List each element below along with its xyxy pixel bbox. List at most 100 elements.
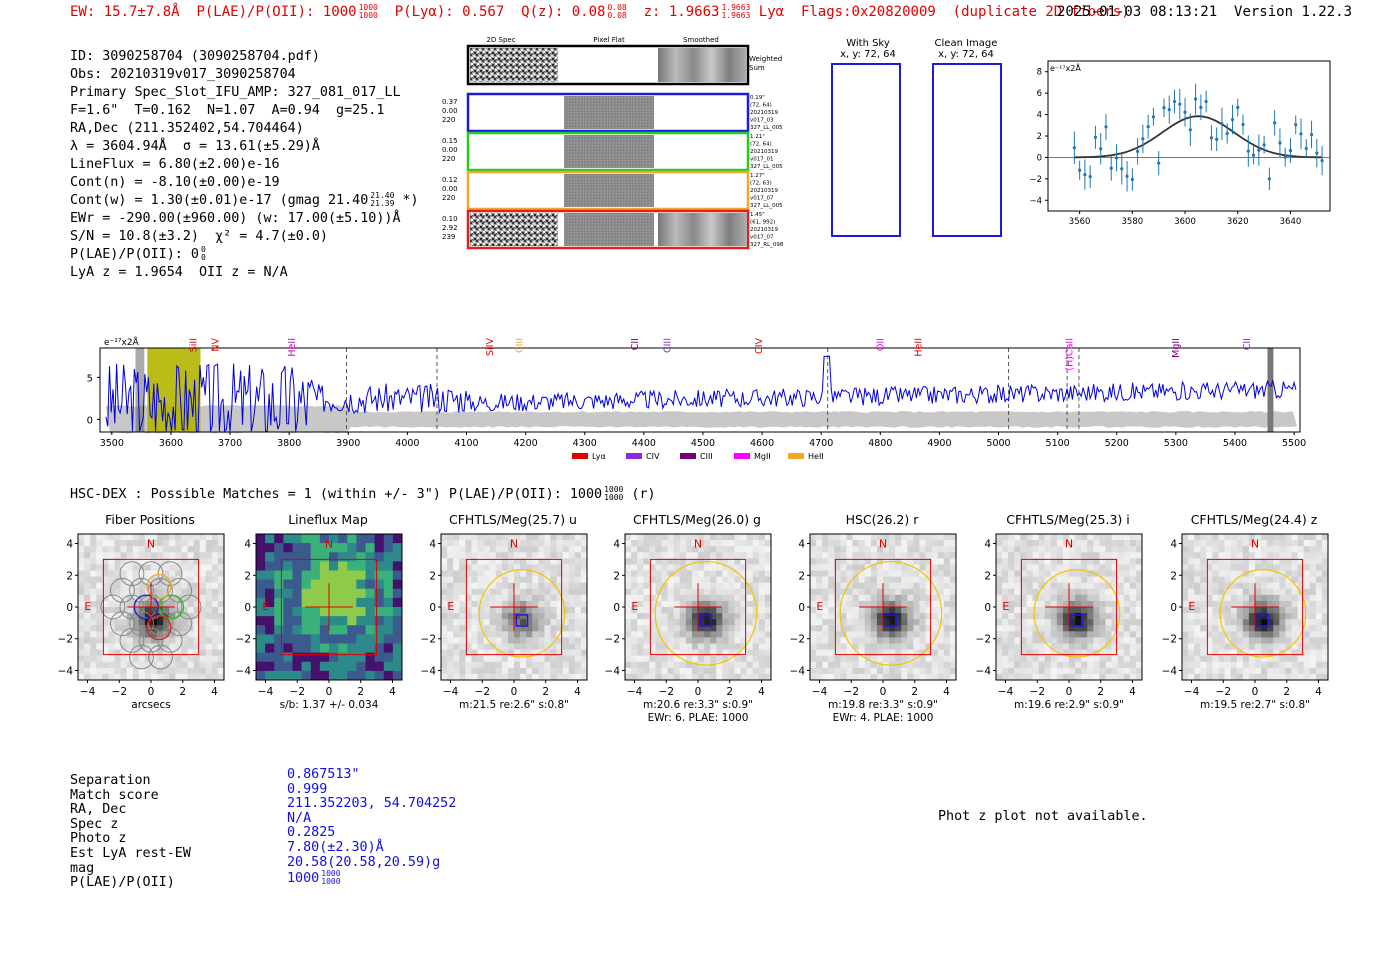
fit-data-point [1099,132,1103,165]
match-value: 1000 1000 1000 [287,869,341,887]
header-ew: EW: 15.7±7.8Å [70,4,180,20]
twod-row-left-label: 220 [442,155,455,163]
stamp-ytick-label: −4 [421,665,437,677]
spectrum-xtick-label: 4900 [927,438,951,449]
datetime: 2025-01-03 08:13:21 [1057,4,1218,20]
fit-data-point [1220,107,1224,140]
aperture-ellipse [1219,569,1307,658]
twod-row-right-label: 1.45" [750,212,765,218]
fit-data-point [1130,168,1134,191]
search-box [834,558,932,656]
stamp-pixels [1182,534,1329,681]
stamp-ytick-label: 0 [66,602,73,614]
stamp-xtick-label: 0 [511,686,518,698]
stamp-xtick-label: −4 [998,686,1014,698]
fit-data-point [1320,146,1324,176]
stamp-ytick-label: 0 [429,602,436,614]
north-label: N [694,537,702,550]
info-fit: F=1.6" T=0.162 N=1.07 A=0.94 g=25.1 [70,103,385,119]
stamp-pixels [441,534,588,681]
fit-xtick-label: 3640 [1280,217,1302,227]
twod-spectra-panel: 2D Spec Pixel Flat Smoothed Weighted Sum… [442,36,784,250]
stamp-xtick-label: −2 [844,686,859,698]
stamp-caption: arcsecs [131,699,170,711]
match-labels: Separation Match score RA, Dec Spec z Photo … [70,773,191,891]
stamp-xtick-label: −2 [475,686,490,698]
twod-row-left-label: 2.92 [442,224,458,232]
fit-data-point [1078,160,1082,180]
match-label: RA, Dec [70,802,127,818]
fit-data-point [1162,98,1166,118]
header-plae: P(LAE)/P(OII): 1000 [196,4,357,20]
header-q-frac: 0.08 0.08 [607,3,627,20]
spectrum-xtick-label: 4500 [691,438,715,449]
stamp-ytick-label: −2 [790,634,805,646]
match-value: 211.352203, 54.704252 [287,796,457,812]
fit-data-point [1246,135,1250,167]
fit-data-point [1151,107,1156,126]
fit-ytick-label: 8 [1037,68,1042,78]
north-label: N [147,537,155,550]
line-id-label: CIII [515,338,526,353]
stamp-xtick-label: 2 [1097,686,1104,698]
fit-data-point [1278,128,1282,158]
stamp-ytick-label: −4 [1162,665,1178,677]
fit-data-point [1193,83,1198,115]
line-id-label: CII [630,338,641,350]
fit-data-point [1183,97,1187,127]
target-marker [515,614,529,627]
legend-item: Lyα [572,452,606,461]
fit-data-point [1215,127,1219,152]
info-lineflux: LineFlux = 6.80(±2.00)e-16 [70,157,280,173]
fit-data-point [1120,153,1124,185]
twod-row-left-label: 0.12 [442,176,458,184]
stamp-caption: m:19.5 re:2.7" s:0.8" [1200,699,1310,711]
match-value: 0.867513" [287,767,360,782]
stamp-ytick-label: 4 [66,539,73,551]
stamp-xtick-label: 4 [1315,686,1322,698]
stamp-xtick-label: 2 [357,686,364,698]
line-id-label: HeII [914,338,925,357]
line-id-label: CII [1242,338,1253,350]
stamp-ytick-label: −4 [605,665,621,677]
fit-data-point [1172,89,1177,114]
line-id-label: CIV [754,338,765,354]
fit-data-point [1299,118,1303,150]
info-obs: Obs: 20210319v017_3090258704 [70,67,296,83]
stamp-ytick-label: 4 [244,539,251,551]
fit-data-point [1146,115,1150,139]
svg-text:Sum: Sum [749,64,765,72]
stamp-xtick-label: 4 [389,686,396,698]
col-header-pixelflat: Pixel Flat [593,36,625,44]
stamp-title: CFHTLS/Meg(24.4) z [1190,512,1318,527]
stamp-xtick-label: 4 [211,686,218,698]
spectrum-xtick-label: 5400 [1223,438,1247,449]
spectrum-ytick-label: 5 [87,373,93,384]
line-id-label: SiIV [485,338,496,356]
spectrum-xtick-label: 5100 [1046,438,1070,449]
fit-data-point [1104,113,1108,140]
stamp-xtick-label: −2 [659,686,674,698]
col-header-smoothed: Smoothed [683,36,719,44]
twod-row-right-label: 0.19" [750,95,765,101]
fit-data-point [1309,120,1314,149]
stamp-ytick-label: 4 [798,539,805,551]
search-box [102,558,200,656]
spectrum-xtick-label: 4600 [750,438,774,449]
header-summary: EW: 15.7±7.8Å P(LAE)/P(OII): 1000 1000 100… [70,3,1130,21]
stamp-xtick-label: 0 [148,686,155,698]
match-value: 0.999 [287,781,328,797]
stamp-xtick-label: −2 [290,686,305,698]
fit-data-point [1114,144,1119,172]
match-value: 20.58(20.58,20.59)g [287,854,441,870]
line-id-label: (H)CaII [1064,338,1075,371]
stamp-ytick-label: 2 [429,570,436,582]
fit-data-point [1273,110,1277,136]
fit-data-point [1304,139,1308,158]
stamp-caption-2: EWr: 6, PLAE: 1000 [648,712,749,721]
twod-row-left-label: 239 [442,233,455,241]
stamp-xtick-label: 4 [943,686,950,698]
east-label: E [1002,600,1009,613]
